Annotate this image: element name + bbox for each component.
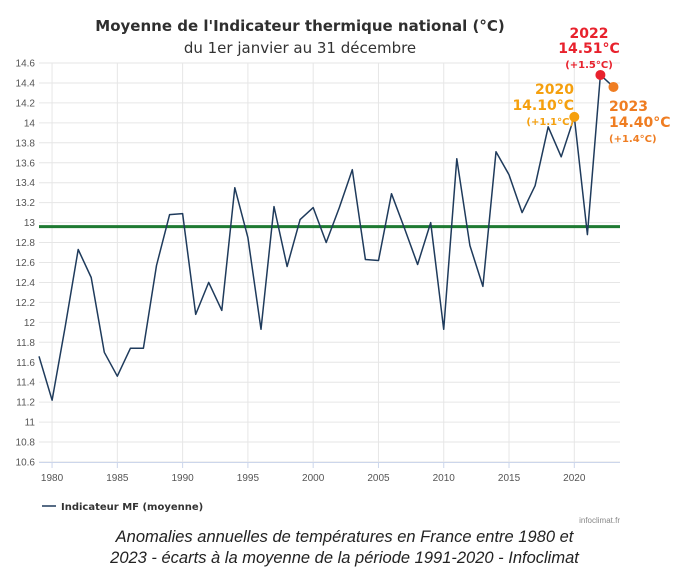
x-tick-label: 1985 — [106, 473, 129, 484]
annotation-year-2020: 2020 — [535, 82, 574, 98]
y-tick-label: 14.4 — [16, 78, 36, 89]
chart-title: Moyenne de l'Indicateur thermique nation… — [95, 17, 504, 35]
data-point — [89, 275, 93, 279]
data-point — [468, 244, 472, 248]
data-point — [63, 325, 67, 329]
x-tick-label: 2015 — [498, 473, 521, 484]
figure-caption: Anomalies annuelles de températures en F… — [0, 527, 689, 569]
data-point — [390, 192, 394, 196]
temperature-chart: Moyenne de l'Indicateur thermique nation… — [16, 17, 671, 525]
data-point — [403, 227, 407, 231]
annotation-year-2022: 2022 — [570, 26, 609, 42]
y-tick-label: 13.8 — [16, 138, 36, 149]
data-point — [128, 346, 132, 350]
caption-line-1: Anomalies annuelles de températures en F… — [115, 528, 574, 546]
y-tick-label: 14.2 — [16, 98, 36, 109]
data-point — [429, 221, 433, 225]
x-tick-label: 1980 — [41, 473, 64, 484]
y-tick-label: 10.6 — [16, 458, 36, 469]
y-tick-label: 12 — [24, 318, 36, 329]
annotation-delta-2020: (+1.1°C) — [526, 117, 574, 128]
data-point — [311, 206, 315, 210]
data-point — [363, 258, 367, 262]
data-point — [76, 248, 80, 252]
x-axis-ticks: 1980 1985 1990 1995 2000 2005 2010 2015 2020 — [41, 462, 586, 484]
y-tick-label: 10.8 — [16, 438, 36, 449]
chart-subtitle: du 1er janvier au 31 décembre — [184, 39, 416, 57]
data-point — [272, 205, 276, 209]
y-tick-label: 11.4 — [16, 378, 35, 389]
data-point — [507, 173, 511, 177]
y-tick-label: 11.6 — [16, 358, 35, 369]
data-point — [481, 284, 485, 288]
y-tick-label: 12.4 — [16, 278, 36, 289]
data-point — [533, 184, 537, 188]
annotation-year-2023: 2023 — [609, 99, 648, 115]
data-point — [141, 346, 145, 350]
y-tick-label: 12.2 — [16, 298, 36, 309]
data-point — [416, 262, 420, 266]
data-point — [442, 327, 446, 331]
y-axis-ticks: 10.6 10.8 11 11.2 11.4 11.6 11.8 12 12.2 12.4 12.6… — [16, 59, 36, 469]
data-point — [155, 263, 159, 267]
y-tick-label: 13.4 — [16, 178, 36, 189]
x-tick-label: 2005 — [367, 473, 390, 484]
data-point — [585, 233, 589, 237]
grid-lines — [39, 62, 620, 463]
series-group — [37, 74, 602, 402]
data-point — [194, 312, 198, 316]
chart-credit[interactable]: infoclimat.fr — [579, 516, 620, 525]
data-point — [37, 354, 41, 358]
series-line — [38, 74, 602, 401]
data-point — [559, 155, 563, 159]
x-tick-label: 2020 — [563, 473, 586, 484]
data-point — [168, 213, 172, 217]
x-tick-label: 2000 — [302, 473, 325, 484]
data-point — [350, 168, 354, 172]
annotation-value-2020: 14.10°C — [512, 98, 574, 114]
x-tick-label: 2010 — [433, 473, 456, 484]
data-point — [376, 259, 380, 263]
data-point — [324, 241, 328, 245]
highlight-point-2022 — [595, 69, 606, 80]
y-tick-label: 11 — [25, 418, 36, 429]
y-tick-label: 11.2 — [16, 398, 35, 409]
y-tick-label: 14 — [24, 118, 36, 129]
highlight-points — [569, 69, 619, 122]
data-point — [220, 308, 224, 312]
legend-label[interactable]: Indicateur MF (moyenne) — [61, 502, 203, 513]
legend[interactable]: Indicateur MF (moyenne) — [42, 502, 203, 513]
caption-line-2: 2023 - écarts à la moyenne de la période… — [110, 549, 579, 567]
data-point — [246, 236, 250, 240]
annotation-delta-2023: (+1.4°C) — [609, 134, 657, 145]
data-point — [259, 327, 263, 331]
x-tick-label: 1995 — [237, 473, 260, 484]
data-point — [50, 398, 54, 402]
highlight-point-2020 — [569, 111, 580, 122]
data-point — [494, 150, 498, 154]
y-tick-label: 11.8 — [16, 338, 35, 349]
y-tick-label: 14.6 — [16, 59, 36, 70]
data-point — [181, 212, 185, 216]
data-point — [337, 206, 341, 210]
y-tick-label: 13.6 — [16, 158, 36, 169]
annotation-value-2023: 14.40°C — [609, 115, 671, 131]
y-tick-label: 12.8 — [16, 238, 36, 249]
data-point — [455, 157, 459, 161]
data-point — [298, 218, 302, 222]
data-point — [207, 280, 211, 284]
annotation-delta-2022: (+1.5°C) — [565, 60, 613, 71]
data-point — [115, 374, 119, 378]
y-tick-label: 13 — [24, 218, 36, 229]
x-tick-label: 1990 — [171, 473, 194, 484]
highlight-point-2023 — [608, 81, 619, 92]
y-tick-label: 13.2 — [16, 198, 36, 209]
data-point — [102, 350, 106, 354]
data-point — [520, 211, 524, 215]
data-point — [233, 186, 237, 190]
y-tick-label: 12.6 — [16, 258, 36, 269]
annotation-value-2022: 14.51°C — [558, 41, 620, 57]
data-point — [285, 264, 289, 268]
